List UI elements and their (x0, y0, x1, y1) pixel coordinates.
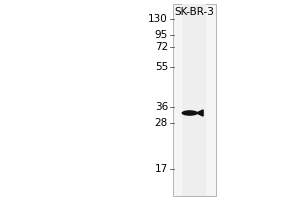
Text: 95: 95 (155, 30, 168, 40)
Text: 130: 130 (148, 14, 168, 24)
Text: SK-BR-3: SK-BR-3 (175, 7, 214, 17)
Text: 55: 55 (155, 62, 168, 72)
Bar (182, 4, 206, 196)
Text: 17: 17 (155, 164, 168, 174)
Polygon shape (196, 110, 203, 116)
Text: 36: 36 (155, 102, 168, 112)
Bar (172, 4, 216, 196)
Ellipse shape (182, 110, 198, 116)
Text: 28: 28 (155, 118, 168, 128)
Text: 72: 72 (155, 42, 168, 52)
